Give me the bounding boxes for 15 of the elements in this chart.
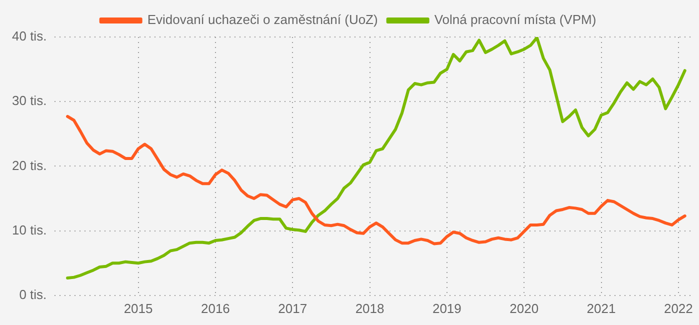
y-tick-label: 40 tis. <box>12 28 47 44</box>
legend-label: Volná pracovní místa (VPM) <box>434 12 596 28</box>
y-tick-label: 0 tis. <box>19 286 47 302</box>
x-tick-label: 2021 <box>586 300 616 316</box>
x-tick-label: 2020 <box>510 300 539 316</box>
x-tick-label: 2017 <box>278 300 308 316</box>
x-tick-label: 2015 <box>124 300 153 316</box>
x-tick-label: 2018 <box>355 300 384 316</box>
y-tick-label: 10 tis. <box>12 222 47 238</box>
x-tick-label: 2016 <box>200 300 230 316</box>
y-tick-label: 20 tis. <box>12 158 47 173</box>
x-tick-label: 2022 <box>664 300 693 316</box>
y-tick-label: 30 tis. <box>12 93 47 108</box>
x-tick-label: 2019 <box>432 300 462 316</box>
legend-label: Evidovaní uchazeči o zaměstnání (UoZ) <box>147 12 378 28</box>
